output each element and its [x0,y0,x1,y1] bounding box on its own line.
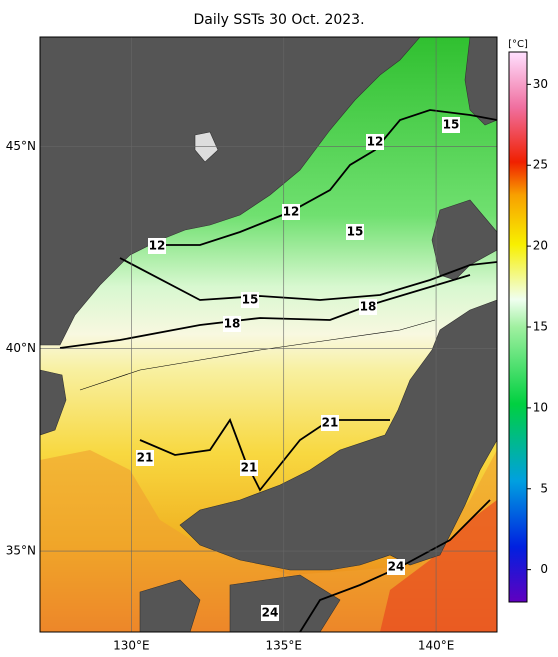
lat-label: 35°N [6,544,36,558]
contour-label-bg [223,316,241,332]
contour-label: 18 [360,300,377,314]
map-frame [39,36,498,633]
contour-label-bg [261,605,279,621]
colorbar-tick-label: 0 [540,562,548,576]
contour-label-bg [321,415,339,431]
lon-label: 140°E [418,639,455,653]
contour-label: 24 [388,560,405,574]
colorbar-tick-label: 20 [533,239,548,253]
contour-label: 21 [137,451,154,465]
colorbar-unit: [°C] [508,39,528,50]
contour-label: 18 [224,317,241,331]
warm-zone [40,450,497,632]
land [40,37,497,632]
warm-zone [380,500,497,632]
contour-label-bg [366,134,384,150]
contour-label: 21 [322,416,339,430]
grid [40,37,497,632]
contour-label: 15 [347,225,364,239]
contour-label: 12 [367,135,384,149]
lon-label: 135°E [265,639,302,653]
contour-label-bg [387,559,405,575]
contours [59,109,497,632]
contour-label-bg [346,224,364,240]
contour-label-bg [148,238,166,254]
lat-label: 45°N [6,139,36,153]
colorbar [508,51,528,603]
contour-label-bg [282,204,300,220]
colorbar-tick-label: 5 [540,481,548,495]
contour-label-bg [442,117,460,133]
contour-label: 12 [283,205,300,219]
colorbar-tick-label: 25 [533,158,548,172]
contour-label: 12 [149,239,166,253]
colorbar-tick-label: 30 [533,77,548,91]
title: Daily SSTs 30 Oct. 2023. [193,12,364,28]
contour-label-bg [136,450,154,466]
contour-label: 21 [241,461,258,475]
contour-label: 24 [262,606,279,620]
contour-label-bg [359,299,377,315]
contour-label: 15 [443,118,460,132]
contour-label-bg [241,292,259,308]
lat-label: 40°N [6,341,36,355]
colorbar-tick-label: 10 [533,400,548,414]
colorbar-tick-label: 15 [533,320,548,334]
lon-label: 130°E [113,639,150,653]
contour-label-bg [240,460,258,476]
contour-label: 15 [242,293,259,307]
